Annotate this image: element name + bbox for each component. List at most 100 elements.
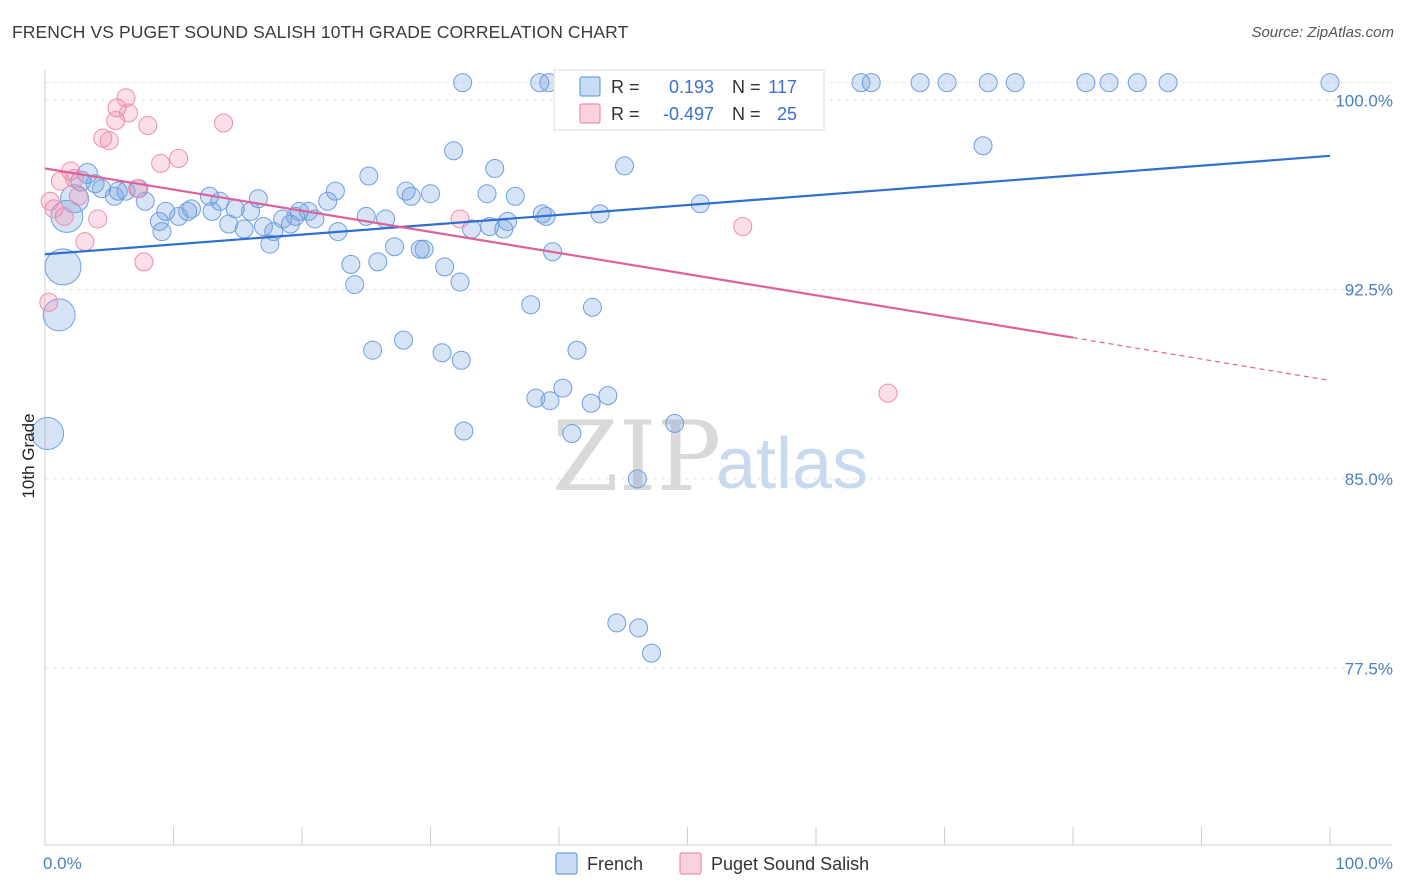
salish-point <box>44 199 64 219</box>
french-point <box>152 222 172 242</box>
salish-point <box>450 209 470 229</box>
french-point <box>627 469 647 489</box>
bottom-legend-salish-swatch <box>679 852 702 875</box>
french-point <box>1158 73 1178 93</box>
french-point <box>341 254 361 274</box>
french-point <box>526 388 546 408</box>
y-tick-label: 92.5% <box>1345 281 1393 300</box>
french-point <box>104 186 124 206</box>
french-point <box>553 378 573 398</box>
bottom-legend-french-label: French <box>587 854 643 874</box>
french-point <box>973 136 993 156</box>
salish-point <box>151 153 171 173</box>
chart-title: FRENCH VS PUGET SOUND SALISH 10TH GRADE … <box>12 22 629 42</box>
source-label: Source: ZipAtlas.com <box>1251 24 1394 41</box>
salish-r-label: R = <box>611 104 640 124</box>
y-tick-label: 100.0% <box>1335 91 1393 110</box>
french-point <box>85 174 105 194</box>
french-point <box>567 340 587 360</box>
salish-r-value: -0.497 <box>663 104 714 124</box>
french-point <box>451 350 471 370</box>
french-trend-line <box>44 154 1331 256</box>
french-point <box>60 184 90 214</box>
salish-point <box>733 217 753 237</box>
trend-layer <box>44 154 1331 382</box>
y-tick-label: 77.5% <box>1345 659 1393 678</box>
french-point <box>540 391 560 411</box>
french-point <box>318 191 338 211</box>
french-swatch <box>579 76 601 97</box>
y-tick-labels: 77.5% 85.0% 92.5% 100.0% <box>1335 91 1393 678</box>
french-point <box>454 421 474 441</box>
french-point <box>480 217 500 237</box>
french-point <box>435 257 455 277</box>
x-tick-label-max: 100.0% <box>1335 854 1393 873</box>
french-point <box>582 297 602 317</box>
french-point <box>562 424 582 444</box>
y-tick-label: 85.0% <box>1345 470 1393 489</box>
salish-point <box>99 131 119 151</box>
french-point <box>253 217 273 237</box>
salish-point <box>75 232 95 252</box>
french-point <box>202 201 222 221</box>
salish-n-label: N = <box>732 104 761 124</box>
salish-point <box>138 116 158 136</box>
watermark: ZIP atlas <box>552 401 868 513</box>
salish-swatch <box>579 103 601 124</box>
french-point <box>42 298 76 332</box>
french-point <box>421 184 440 204</box>
salish-point <box>878 383 898 403</box>
french-point <box>485 158 505 178</box>
y-axis-label: 10th Grade <box>19 413 38 498</box>
french-point <box>450 272 470 292</box>
bottom-legend-salish-label: Puget Sound Salish <box>711 854 869 874</box>
salish-point <box>134 252 154 272</box>
salish-point <box>119 103 139 123</box>
french-point <box>1005 73 1025 93</box>
french-point <box>851 73 871 93</box>
french-point <box>345 275 365 295</box>
french-point <box>607 613 627 633</box>
french-point <box>598 386 618 406</box>
french-n-label: N = <box>732 77 761 97</box>
french-point <box>44 248 82 286</box>
french-point <box>31 417 65 451</box>
french-r-value: 0.193 <box>669 77 714 97</box>
french-point <box>444 141 464 161</box>
french-point <box>401 186 421 206</box>
french-point <box>368 252 388 272</box>
french-point <box>642 643 662 663</box>
grid-layer <box>45 82 1392 669</box>
french-point <box>1127 73 1147 93</box>
french-point <box>260 234 280 254</box>
salish-point <box>68 186 88 206</box>
salish-point <box>88 209 108 229</box>
axis-layer <box>44 70 1392 846</box>
french-point <box>325 181 345 201</box>
french-point <box>615 156 635 176</box>
salish-point <box>54 206 74 226</box>
french-point <box>363 340 383 360</box>
french-n-value: 117 <box>768 77 797 97</box>
french-point <box>156 201 176 221</box>
french-point <box>234 219 254 239</box>
french-point <box>181 199 201 219</box>
french-point <box>286 206 306 226</box>
stats-legend: R = 0.193 N = 117 R = -0.497 N = 25 <box>553 69 825 131</box>
french-point <box>590 204 610 224</box>
french-point <box>394 330 414 350</box>
x-tick-labels: 0.0% 100.0% <box>43 854 1393 873</box>
french-point <box>414 239 434 259</box>
french-point <box>505 186 525 206</box>
french-point <box>385 237 405 257</box>
french-point <box>108 181 128 201</box>
french-point <box>50 199 84 233</box>
french-point <box>978 73 998 93</box>
x-tick-label-min: 0.0% <box>43 854 82 873</box>
salish-trend-extension <box>1072 336 1331 382</box>
french-point <box>477 184 497 204</box>
french-point <box>1320 73 1340 93</box>
bottom-legend-french-swatch <box>555 852 578 875</box>
french-point <box>861 73 881 93</box>
french-point <box>1099 73 1119 93</box>
